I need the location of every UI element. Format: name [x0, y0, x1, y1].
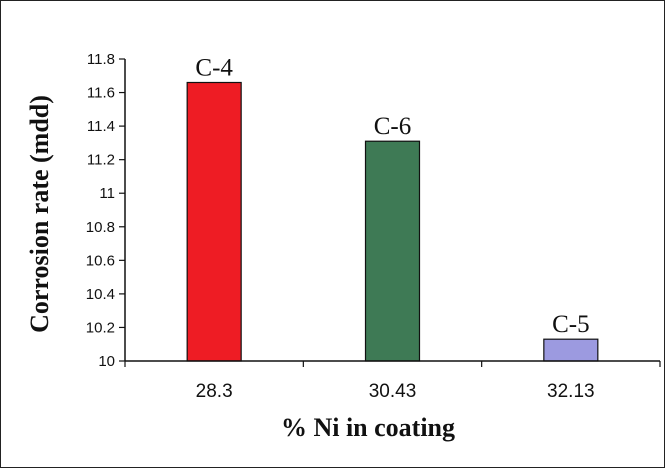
bar-data-label: C-6 — [374, 113, 412, 140]
y-axis-ticks: 10 10.2 10.4 10.6 10.8 11 11.2 11.4 11.6 11.8 — [86, 51, 125, 370]
bar-data-label: C-5 — [552, 311, 590, 338]
y-tick-label: 11.8 — [87, 51, 115, 68]
y-tick-label: 10 — [98, 353, 115, 370]
x-axis-ticks: 28.3 30.43 32.13 — [124, 361, 661, 402]
data-labels: C-4 C-6 C-5 — [195, 54, 589, 338]
bar-32.13 — [543, 338, 599, 362]
y-tick-label: 11 — [99, 185, 115, 202]
y-tick-label: 10.8 — [86, 219, 115, 236]
y-tick-label: 11.4 — [87, 118, 115, 135]
bar-data-label: C-4 — [195, 54, 233, 81]
x-tick-label: 30.43 — [369, 381, 417, 402]
y-tick-label: 11.6 — [87, 85, 115, 102]
y-tick-label: 10.4 — [86, 286, 115, 303]
x-tick-label: 28.3 — [196, 381, 233, 402]
y-tick-label: 11.2 — [87, 152, 115, 169]
y-axis-title: Corrosion rate (mdd) — [25, 95, 54, 333]
bar-30.43 — [364, 140, 421, 362]
bar-28.3 — [186, 81, 242, 362]
y-tick-label: 10.6 — [86, 252, 115, 269]
x-tick-label: 32.13 — [547, 381, 595, 402]
x-axis-title: % Ni in coating — [281, 413, 455, 442]
y-tick-label: 10.2 — [86, 319, 115, 336]
